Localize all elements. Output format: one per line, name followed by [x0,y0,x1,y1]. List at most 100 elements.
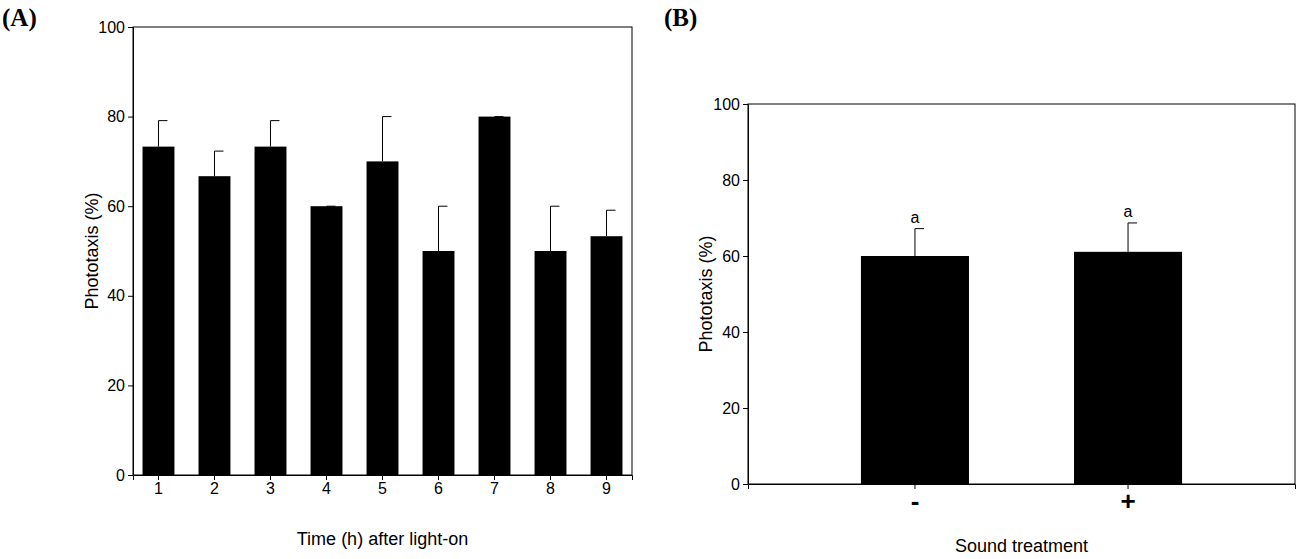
error-cap [915,228,924,229]
error-whisker [438,206,439,251]
x-tick-label: 8 [546,480,555,497]
y-tick: 0 [731,476,748,493]
x-tick-label: 7 [490,480,499,497]
panel-label: (A) [2,4,37,32]
x-axis: 123456789 [134,475,633,497]
error-whisker [550,206,551,251]
x-tick-mark [326,475,327,480]
x-tick-label: + [1120,486,1135,516]
bar [199,176,231,475]
error-cap [383,116,392,117]
bar [1074,252,1182,484]
y-tick-mark [128,296,133,297]
y-tick: 40 [107,287,133,304]
bar [311,206,343,475]
error-cap [607,210,616,211]
y-tick: 40 [722,324,748,341]
error-bar [439,206,448,251]
x-tick: 7 [490,475,499,497]
y-tick-label: 0 [731,476,740,493]
x-tick: 2 [210,475,219,497]
x-tick: 4 [322,475,331,497]
y-tick-label: 60 [722,248,740,265]
error-bar [214,151,223,176]
x-tick-label: 1 [154,480,163,497]
y-tick: 0 [116,467,133,484]
y-tick-mark [128,206,133,207]
x-tick: 6 [434,475,443,497]
bar [479,117,511,475]
error-cap [270,120,279,121]
error-cap [326,206,335,207]
x-tick: 9 [602,475,611,497]
y-tick-label: 60 [107,198,125,215]
bar [367,161,399,475]
x-axis-title: Time (h) after light-on [297,529,468,549]
y-tick-label: 100 [713,96,740,113]
x-tick-mark [270,475,271,480]
y-tick: 100 [98,19,133,36]
plot-frame [748,104,1295,484]
error-whisker [214,151,215,176]
y-tick: 60 [107,198,133,215]
error-bar [607,210,616,236]
y-tick: 60 [722,248,748,265]
x-tick-label: 2 [210,480,219,497]
y-tick-label: 80 [722,172,740,189]
x-tick-mark [494,475,495,480]
x-tick-mark [214,475,215,480]
figure: (A)020406080100123456789Time (h) after l… [0,0,1314,559]
y-tick-mark [128,385,133,386]
significance-label: a [1124,203,1133,220]
y-tick-label: 0 [116,467,125,484]
x-tick-label: 3 [266,480,275,497]
y-tick-label: 20 [722,400,740,417]
y-tick-label: 20 [107,377,125,394]
y-tick-mark [743,484,748,485]
y-tick-label: 40 [722,324,740,341]
x-tick: 1 [154,475,163,497]
x-tick-mark [606,475,607,480]
x-tick-label: 4 [322,480,331,497]
significance-label: a [911,209,920,226]
y-axis: 0 20 40 60 80 100 [98,19,133,484]
error-bar [270,121,279,147]
error-cap [214,151,223,152]
x-axis-line [749,485,1296,490]
x-tick-label: 6 [434,480,443,497]
y-tick-mark [743,408,748,409]
y-tick-mark [128,27,133,28]
y-axis-line [743,105,749,485]
error-cap [551,206,560,207]
error-bar [326,206,335,207]
bar [591,236,623,475]
plot-area [143,117,623,475]
y-tick-mark [128,475,133,476]
error-bar [158,121,167,147]
y-tick-mark [128,117,133,118]
y-axis: 0 20 40 60 80 100 [713,96,748,493]
error-whisker [606,210,607,236]
x-axis: -+ [749,484,1296,516]
error-whisker [914,229,915,256]
y-tick-mark [743,104,748,105]
y-tick: 100 [713,96,748,113]
bar [423,251,455,475]
error-bar [551,206,560,251]
y-tick: 80 [107,108,133,125]
y-tick-label: 80 [107,108,125,125]
y-tick-label: 100 [98,19,125,36]
x-tick: 3 [266,475,275,497]
panel-label: (B) [664,4,697,32]
y-tick: 80 [722,172,748,189]
x-axis-line [134,476,633,481]
error-bar [495,116,504,117]
error-cap [439,206,448,207]
y-tick-mark [743,256,748,257]
x-tick-label: 9 [602,480,611,497]
x-tick-mark [158,475,159,480]
y-axis-title: Phototaxis (%) [82,192,102,309]
y-axis-line [128,28,134,476]
error-whisker [270,121,271,147]
bar [535,251,567,475]
